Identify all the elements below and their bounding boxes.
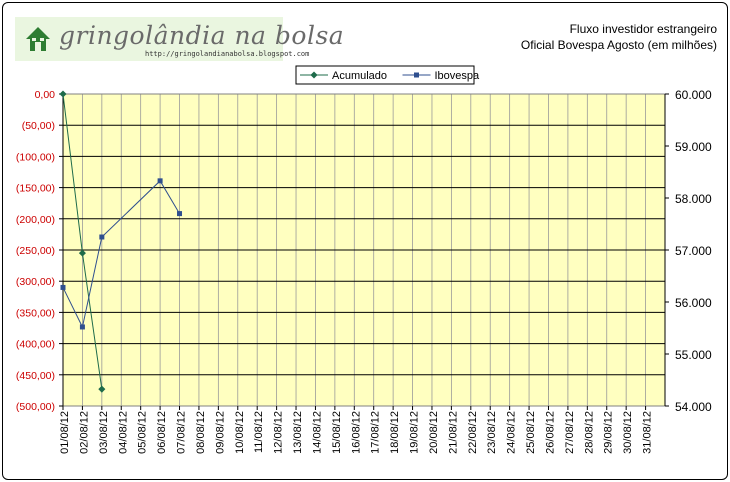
logo: gringolândia na bolsa http://gringolandi… [15,17,344,61]
legend: Acumulado Ibovespa [295,65,481,85]
left-tick-label: (350,00) [16,307,55,319]
x-tick-label: 04/08/12 [117,411,129,454]
x-tick-label: 13/08/12 [292,411,304,454]
x-tick-label: 02/08/12 [78,411,90,454]
logo-brand: gringolândia na bolsa [59,21,345,50]
left-tick-label: 0,00 [35,89,56,101]
legend-marker-ibovespa [414,72,419,78]
right-tick-label: 57.000 [675,244,712,258]
left-tick-label: (450,00) [16,370,55,382]
x-tick-label: 19/08/12 [409,411,421,454]
left-tick-label: (150,00) [16,183,55,195]
x-tick-label: 08/08/12 [195,411,207,454]
legend-box [295,65,475,85]
left-tick-label: (250,00) [16,245,55,257]
x-tick-label: 28/08/12 [583,411,595,454]
x-tick-label: 12/08/12 [273,411,285,454]
x-tick-label: 15/08/12 [331,411,343,454]
data-point-ibovespa [79,324,85,330]
left-tick-label: (500,00) [16,401,55,413]
legend-label-ibovespa: Ibovespa [435,70,481,82]
x-tick-label: 23/08/12 [486,411,498,454]
x-tick-label: 16/08/12 [350,411,362,454]
x-tick-label: 14/08/12 [311,411,323,454]
legend-label-acumulado: Acumulado [332,70,387,82]
left-tick-label: (300,00) [16,276,55,288]
legend-marker-acumulado [310,71,318,79]
x-tick-label: 24/08/12 [506,411,518,454]
x-tick-label: 06/08/12 [156,411,168,454]
x-tick-label: 17/08/12 [370,411,382,454]
data-point-ibovespa [60,284,66,290]
right-tick-label: 56.000 [675,296,712,310]
left-tick-label: (400,00) [16,339,55,351]
data-point-ibovespa [157,178,163,184]
axes: 0,00 (50,00) (100,00) (150,00) (200,00) (250,… [16,88,712,454]
data-point-ibovespa [99,234,105,240]
x-tick-label: 05/08/12 [137,411,149,454]
right-tick-label: 59.000 [675,140,712,154]
x-tick-label: 30/08/12 [622,411,634,454]
data-point-ibovespa [177,211,183,217]
chart-title: Fluxo investidor estrangeiro [569,22,717,36]
house-icon [26,27,50,51]
series-layer [59,90,183,393]
right-tick-label: 54.000 [675,400,712,414]
chart-subtitle: Oficial Bovespa Agosto (em milhões) [520,38,717,52]
right-tick-label: 58.000 [675,192,712,206]
x-tick-label: 03/08/12 [98,411,110,454]
x-tick-label: 09/08/12 [214,411,226,454]
data-point-acumulado [98,385,106,393]
right-tick-label: 55.000 [675,348,712,362]
x-tick-label: 21/08/12 [447,411,459,454]
x-tick-label: 10/08/12 [234,411,246,454]
x-tick-label: 29/08/12 [603,411,615,454]
x-tick-label: 01/08/12 [59,411,71,454]
x-tick-label: 22/08/12 [467,411,479,454]
x-tick-label: 07/08/12 [176,411,188,454]
left-tick-label: (100,00) [16,151,55,163]
left-tick-label: (50,00) [22,120,55,132]
x-tick-label: 25/08/12 [525,411,537,454]
right-tick-label: 60.000 [675,88,712,102]
x-tick-label: 26/08/12 [544,411,556,454]
logo-url: http://gringolandianabolsa.blogspot.com [145,50,310,58]
x-tick-label: 27/08/12 [564,411,576,454]
x-tick-label: 11/08/12 [253,411,265,453]
x-tick-label: 31/08/12 [642,411,654,454]
x-tick-label: 18/08/12 [389,411,401,454]
chart-title-block: Fluxo investidor estrangeiro Oficial Bov… [521,21,717,53]
data-point-acumulado [78,249,86,257]
x-tick-label: 20/08/12 [428,411,440,454]
left-tick-label: (200,00) [16,214,55,226]
